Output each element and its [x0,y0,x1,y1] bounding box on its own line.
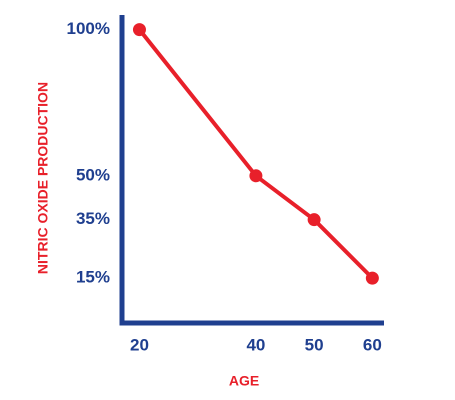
line [137,28,374,280]
x-axis-label: AGE [229,373,259,389]
y-tick-label: 50% [76,165,110,184]
point [307,213,321,227]
y-tick-label: 100% [67,19,110,38]
x-tick-label: 50 [305,335,324,354]
x-tick-label: 60 [363,335,382,354]
y-tick-label: 35% [76,209,110,228]
point [365,271,379,285]
y-tick-label: 15% [76,268,110,287]
x-tick-label: 20 [130,335,149,354]
y-axis-label: NITRIC OXIDE PRODUCTION [35,82,51,274]
x-tick-label: 40 [246,335,265,354]
point [249,169,263,183]
point [132,23,146,37]
